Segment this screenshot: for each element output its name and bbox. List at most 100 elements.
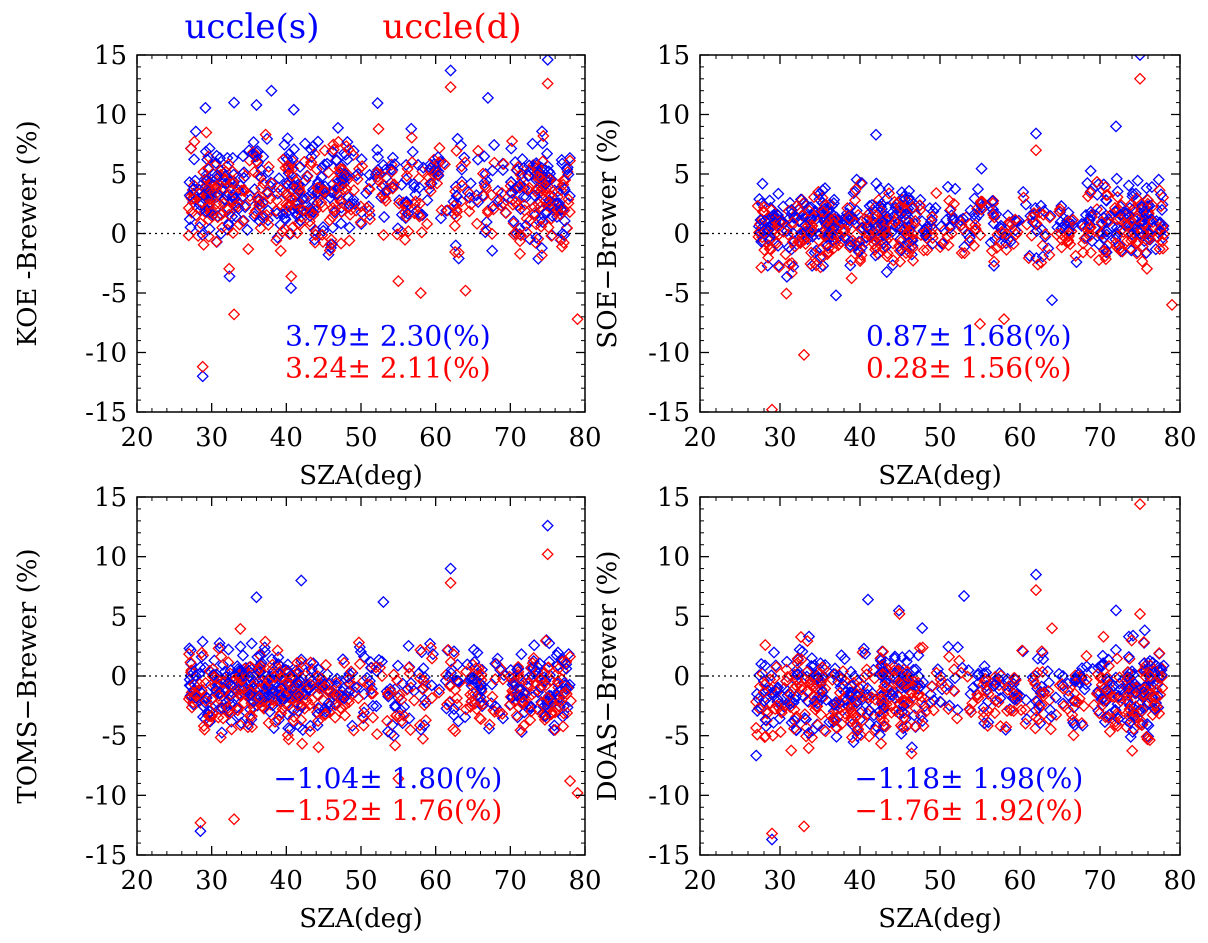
- soe-point-uccle-s: [1152, 173, 1165, 186]
- koe-y-tick-label: -15: [85, 398, 127, 428]
- toms-outlier-uccle-s: [194, 825, 207, 838]
- doas-point-uccle-s: [916, 621, 929, 635]
- soe-point-uccle-d: [758, 205, 771, 219]
- doas-point-uccle-d: [1129, 687, 1143, 700]
- soe-point-uccle-d: [855, 224, 869, 237]
- koe-point-uccle-d: [205, 205, 218, 218]
- doas-point-uccle-s: [758, 694, 771, 707]
- toms-point-uccle-s: [196, 635, 209, 648]
- koe-point-uccle-s: [371, 150, 385, 164]
- koe-point-uccle-s: [286, 152, 299, 165]
- doas-point-uccle-d: [977, 711, 990, 724]
- koe-point-uccle-s: [253, 214, 266, 227]
- koe-point-uccle-d: [386, 182, 399, 195]
- doas-point-uccle-d: [1071, 696, 1084, 709]
- soe-point-uccle-s: [899, 208, 913, 221]
- doas-point-uccle-d: [814, 708, 828, 721]
- soe-point-uccle-d: [797, 197, 810, 210]
- doas-point-uccle-s: [1138, 624, 1151, 637]
- koe-point-uccle-s: [401, 207, 414, 220]
- soe-x-tick-label: 20: [683, 423, 716, 453]
- koe-point-uccle-s: [200, 205, 213, 218]
- toms-y-tick-label: -10: [85, 781, 127, 811]
- koe-point-uccle-s: [300, 192, 313, 205]
- koe-outlier-uccle-d: [414, 286, 427, 300]
- soe-point-uccle-s: [986, 203, 1000, 216]
- koe-point-uccle-s: [237, 171, 250, 185]
- koe-point-uccle-d: [213, 197, 226, 210]
- toms-point-uccle-d: [225, 723, 238, 736]
- toms-point-uccle-d: [464, 700, 477, 714]
- toms-point-uccle-d: [474, 712, 487, 726]
- soe-point-uccle-s: [1084, 205, 1097, 219]
- toms-point-uccle-s: [458, 710, 472, 724]
- koe-point-uccle-d: [463, 205, 476, 218]
- koe-point-uccle-d: [296, 203, 310, 217]
- soe-point-uccle-s: [823, 227, 836, 240]
- koe-point-uccle-d: [210, 179, 223, 192]
- koe-x-tick-label: 60: [419, 423, 452, 453]
- doas-point-uccle-d: [989, 694, 1002, 707]
- soe-point-uccle-d: [1064, 238, 1077, 251]
- koe-point-uccle-s: [250, 146, 263, 159]
- soe-point-uccle-d: [855, 249, 868, 262]
- soe-point-uccle-s: [869, 249, 882, 262]
- doas-point-uccle-s: [885, 688, 899, 701]
- doas-point-uccle-s: [781, 689, 794, 702]
- soe-point-uccle-s: [806, 230, 819, 243]
- toms-point-uccle-d: [329, 711, 342, 724]
- soe-point-uccle-d: [937, 224, 951, 237]
- koe-point-uccle-d: [222, 158, 235, 171]
- koe-point-uccle-s: [371, 143, 384, 156]
- koe-point-uccle-d: [188, 135, 201, 148]
- toms-point-uccle-s: [242, 664, 256, 678]
- doas-point-uccle-d: [877, 680, 891, 693]
- koe-point-uccle-d: [480, 223, 493, 236]
- soe-point-uccle-d: [975, 203, 988, 216]
- koe-point-uccle-s: [535, 125, 549, 138]
- toms-point-uccle-s: [330, 672, 344, 685]
- doas-point-uccle-s: [978, 717, 991, 730]
- koe-point-uccle-s: [311, 196, 324, 209]
- toms-point-uccle-d: [222, 701, 235, 714]
- soe-point-uccle-d: [903, 242, 916, 255]
- toms-point-uccle-d: [524, 713, 537, 727]
- doas-point-uccle-d: [1125, 634, 1138, 647]
- toms-point-uccle-s: [515, 648, 528, 661]
- koe-point-uccle-s: [325, 238, 339, 251]
- doas-point-uccle-d: [1029, 711, 1043, 724]
- doas-point-uccle-s: [971, 669, 984, 682]
- koe-point-uccle-d: [377, 228, 390, 242]
- koe-point-uccle-s: [341, 135, 354, 149]
- toms-point-uccle-d: [205, 710, 218, 723]
- koe-point-uccle-s: [506, 186, 519, 200]
- koe-point-uccle-s: [535, 242, 548, 255]
- koe-point-uccle-d: [432, 156, 445, 169]
- soe-x-tick-label: 40: [843, 423, 876, 453]
- soe-point-uccle-s: [1153, 217, 1167, 231]
- doas-point-uccle-s: [892, 662, 905, 675]
- koe-point-uccle-s: [371, 97, 384, 110]
- koe-point-uccle-s: [391, 222, 404, 235]
- koe-point-uccle-s: [184, 142, 198, 155]
- toms-point-uccle-d: [185, 701, 199, 714]
- koe-point-uccle-s: [563, 151, 577, 165]
- doas-point-uccle-s: [1123, 716, 1136, 729]
- toms-point-uccle-s: [318, 702, 332, 715]
- soe-point-uccle-d: [893, 255, 907, 268]
- soe-point-uccle-s: [1083, 218, 1096, 231]
- toms-point-uccle-d: [460, 665, 473, 678]
- doas-point-uccle-d: [830, 703, 844, 716]
- soe-point-uccle-d: [867, 211, 880, 224]
- toms-point-uccle-s: [396, 677, 409, 690]
- koe-outlier-uccle-d: [196, 360, 209, 373]
- koe-point-uccle-s: [355, 153, 368, 166]
- soe-point-uccle-s: [881, 211, 894, 224]
- doas-point-uccle-d: [750, 721, 763, 734]
- koe-point-uccle-d: [420, 217, 434, 231]
- toms-point-uccle-s: [485, 697, 498, 710]
- doas-point-uccle-d: [1057, 682, 1070, 695]
- soe-point-uccle-d: [1108, 201, 1122, 215]
- toms-point-uccle-s: [394, 703, 408, 717]
- doas-point-uccle-d: [757, 686, 770, 699]
